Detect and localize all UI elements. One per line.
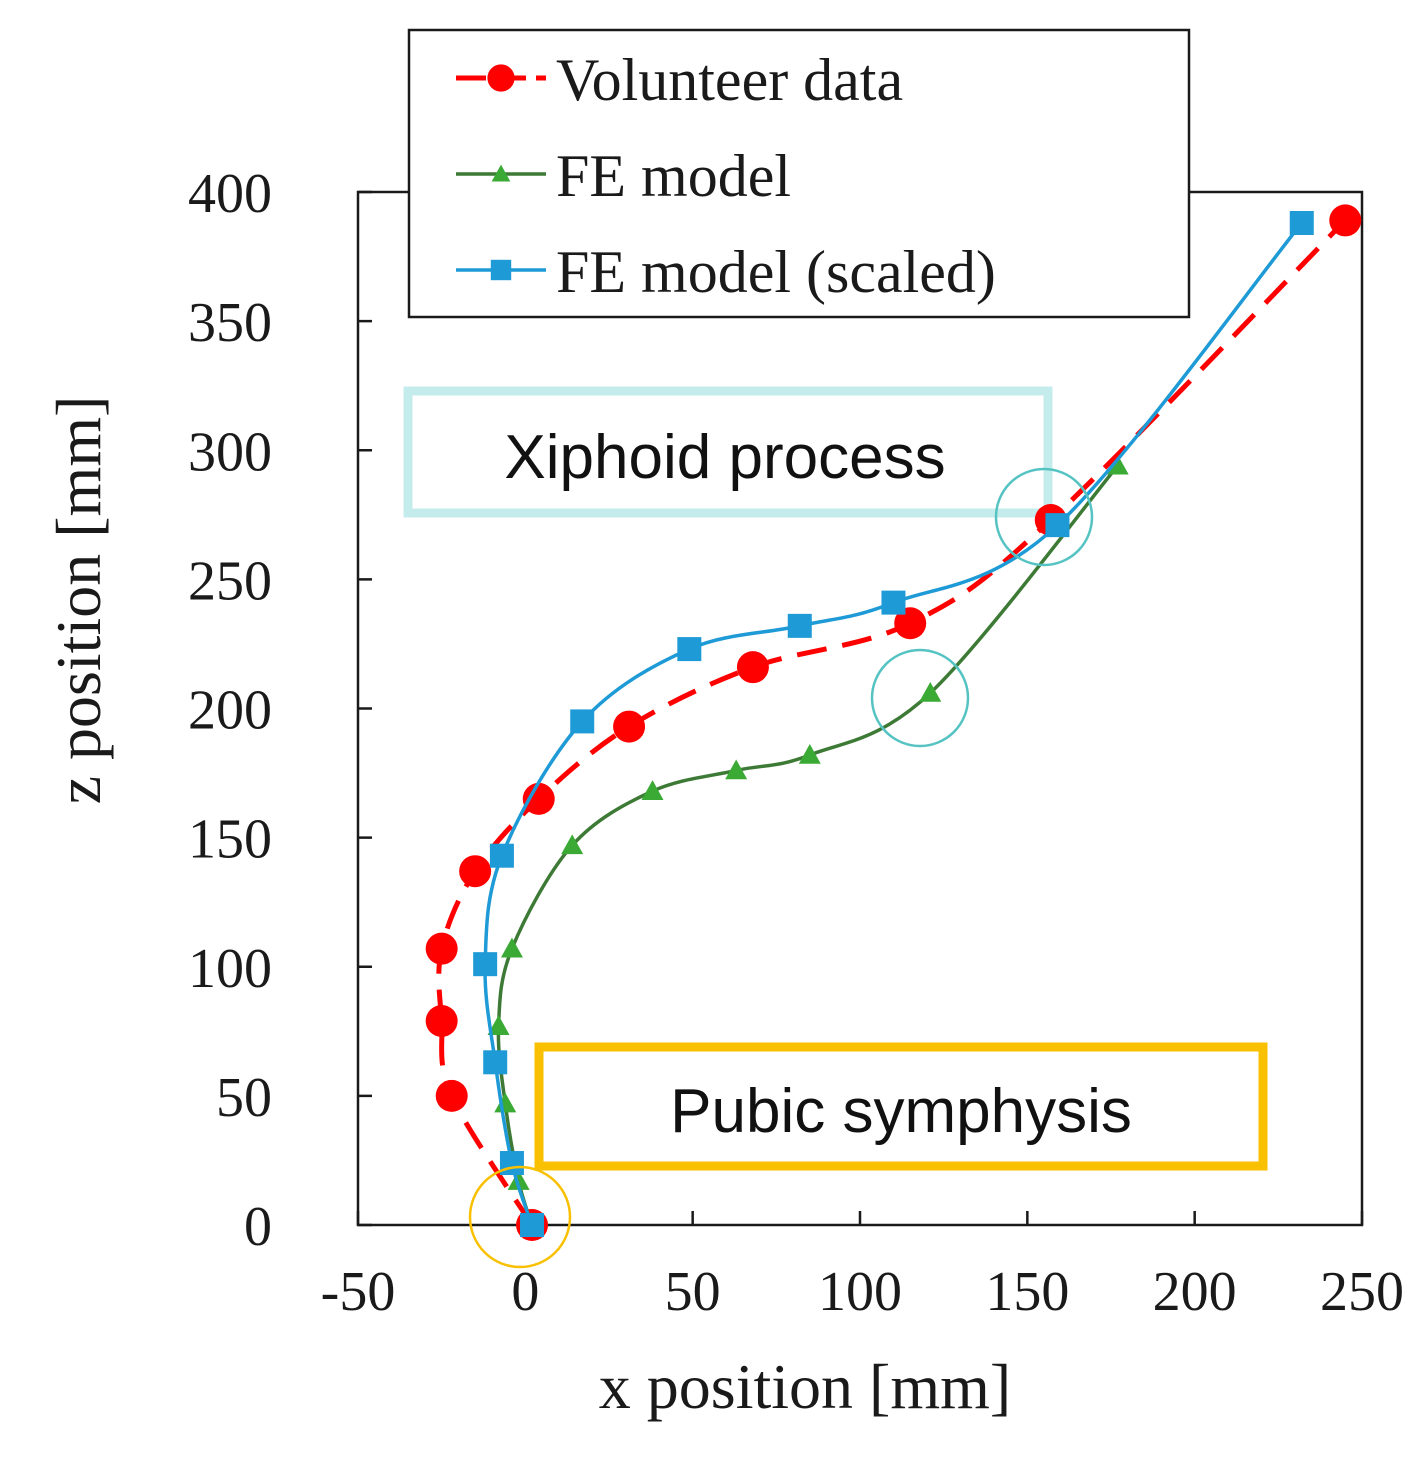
point-fe-model-scaled-5	[570, 709, 595, 734]
point-volunteer-3	[425, 932, 458, 965]
legend-marker-volunteer	[487, 64, 515, 92]
y-tick-label: 150	[188, 809, 272, 871]
point-volunteer-8	[894, 607, 927, 640]
x-tick-label: 100	[818, 1261, 902, 1323]
y-tick-label: 250	[188, 550, 272, 612]
plot-frame	[356, 190, 1364, 1227]
y-tick-labels: 0 50 100 150 200 250 300 350 400	[188, 163, 272, 1258]
xiphoid-label: Xiphoid process	[504, 423, 945, 492]
series-fe-model-scaled	[473, 210, 1314, 1237]
y-tick-label: 0	[244, 1196, 272, 1258]
point-fe-model-1	[507, 1170, 530, 1190]
point-fe-model-8	[798, 743, 821, 764]
point-volunteer-4	[459, 855, 492, 888]
point-fe-model-7	[725, 759, 748, 780]
pubic-circle	[468, 1165, 572, 1269]
pubic-label: Pubic symphysis	[670, 1077, 1132, 1146]
point-fe-model-scaled-2	[483, 1050, 508, 1075]
y-tick-label: 300	[188, 421, 272, 483]
x-tick-label: 0	[511, 1261, 539, 1323]
y-tick-label: 50	[216, 1067, 272, 1129]
point-fe-model-10	[1106, 454, 1129, 475]
xiphoid-circle-lower	[870, 648, 970, 748]
point-fe-model-scaled-6	[677, 637, 702, 662]
point-fe-model-6	[641, 780, 664, 800]
y-tick-label: 350	[188, 292, 272, 354]
point-volunteer-10	[1329, 204, 1362, 237]
point-fe-model-5	[561, 834, 584, 855]
legend: Volunteer data FE model FE model (scaled…	[407, 28, 1191, 319]
series-fe-model	[487, 454, 1129, 1234]
x-tick-label: -50	[321, 1261, 396, 1323]
point-fe-model-scaled-10	[1289, 210, 1314, 235]
y-tick-label: 200	[188, 680, 272, 742]
x-tick-label: 50	[665, 1261, 721, 1323]
pubic-box	[534, 1042, 1268, 1171]
point-volunteer-6	[613, 710, 646, 743]
point-fe-model-9	[919, 682, 942, 702]
series-line-fe-model-scaled	[483, 221, 1304, 1226]
point-fe-model-4	[500, 937, 523, 958]
y-tick-label: 100	[188, 938, 272, 1000]
point-fe-model-2	[494, 1092, 517, 1113]
point-volunteer-1	[435, 1079, 468, 1112]
axis-ticks	[356, 190, 1364, 1227]
xiphoid-box	[403, 386, 1053, 518]
x-tick-label: 250	[1320, 1261, 1404, 1323]
legend-marker-fe-model	[491, 164, 511, 182]
legend-marker-fe-model-scaled	[490, 259, 512, 281]
legend-label-volunteer: Volunteer data	[556, 47, 903, 113]
point-fe-model-scaled-9	[1045, 513, 1070, 538]
y-tick-label: 400	[188, 163, 272, 225]
point-fe-model-scaled-3	[473, 952, 498, 977]
point-fe-model-scaled-1	[499, 1151, 524, 1176]
legend-label-fe-model: FE model	[556, 143, 791, 209]
point-fe-model-scaled-7	[787, 613, 812, 638]
point-fe-model-scaled-0	[520, 1213, 545, 1237]
point-volunteer-5	[522, 782, 555, 815]
xiphoid-circle-upper	[994, 467, 1094, 567]
x-tick-label: 150	[985, 1261, 1069, 1323]
x-tick-label: 200	[1153, 1261, 1237, 1323]
point-fe-model-scaled-4	[489, 843, 514, 868]
legend-swatches	[456, 64, 546, 281]
x-tick-labels: -50 0 50 100 150 200 250	[321, 1261, 1404, 1323]
series-layer	[425, 204, 1362, 1241]
point-volunteer-7	[736, 651, 769, 684]
legend-label-fe-model-scaled: FE model (scaled)	[556, 239, 996, 305]
x-axis-title: x position [mm]	[599, 1351, 1011, 1422]
point-volunteer-2	[425, 1004, 458, 1037]
point-fe-model-scaled-8	[881, 590, 906, 615]
point-fe-model-3	[487, 1015, 510, 1035]
y-axis-title: z position [mm]	[43, 396, 114, 805]
